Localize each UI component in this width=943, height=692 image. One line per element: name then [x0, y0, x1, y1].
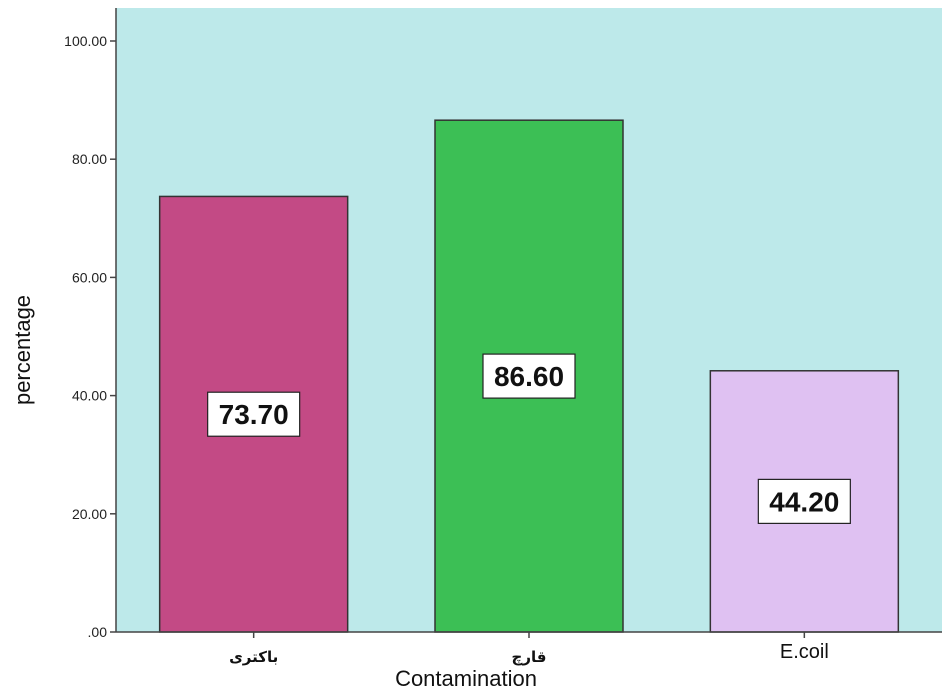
x-ticks-layer: باکتری قارچ E.coil — [229, 632, 829, 666]
data-label: 86.60 — [494, 361, 564, 392]
y-ticks-layer: .00 20.00 40.00 60.00 80.00 100.00 — [64, 33, 116, 640]
data-label-box — [207, 391, 301, 437]
x-axis-title: Contamination — [395, 666, 537, 691]
y-tick-label: 80.00 — [72, 151, 107, 167]
y-tick-label: 20.00 — [72, 506, 107, 522]
data-label: 73.70 — [219, 399, 289, 430]
y-tick-label: 60.00 — [72, 269, 107, 285]
y-axis-title: percentage — [10, 295, 35, 405]
x-tick-label: باکتری — [229, 648, 278, 666]
x-tick-label: E.coil — [780, 641, 829, 663]
data-labels-layer: 73.70 86.60 44.20 — [207, 353, 851, 524]
y-tick-label: 40.00 — [72, 388, 107, 404]
y-tick-label: 100.00 — [64, 33, 107, 49]
y-tick-label: .00 — [88, 624, 108, 640]
data-label-box — [757, 478, 851, 524]
x-tick-label: قارچ — [512, 648, 547, 666]
data-label: 44.20 — [769, 486, 839, 517]
data-label-box — [482, 353, 576, 399]
